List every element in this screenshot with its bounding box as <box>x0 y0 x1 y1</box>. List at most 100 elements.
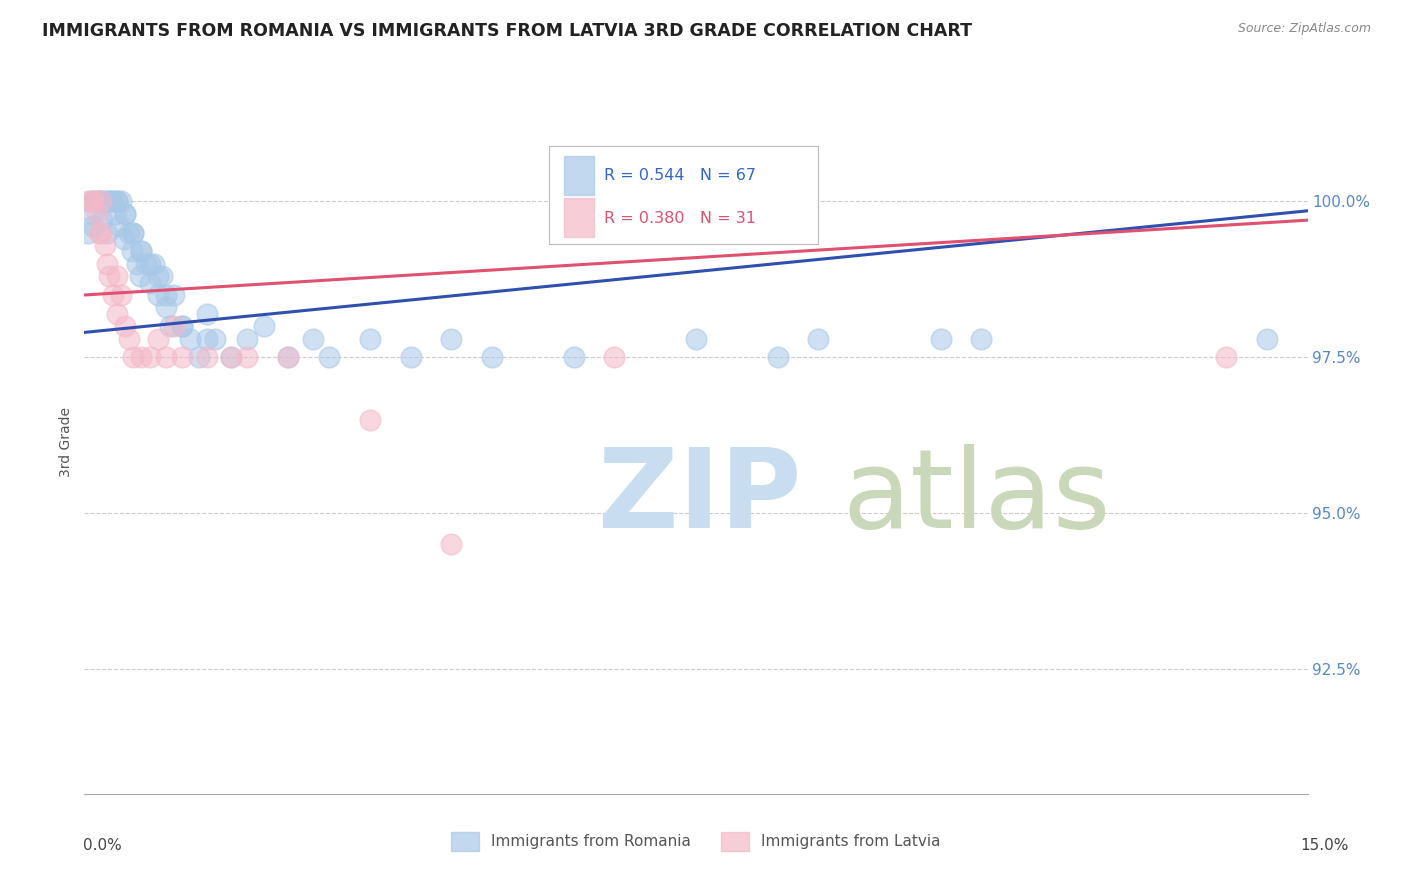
Point <box>82 219 104 234</box>
Point <box>105 194 128 209</box>
Point <box>77 194 100 209</box>
Point <box>603 351 626 365</box>
Point <box>122 226 145 240</box>
Point <box>277 351 299 365</box>
Point <box>121 244 143 259</box>
Text: atlas: atlas <box>842 444 1111 551</box>
Text: R = 0.544   N = 67: R = 0.544 N = 67 <box>605 169 756 184</box>
Point <box>138 257 160 271</box>
Point <box>107 219 129 234</box>
Point <box>83 194 105 209</box>
Point <box>138 351 160 365</box>
Point <box>114 207 136 221</box>
Point <box>118 332 141 346</box>
Point <box>138 276 160 290</box>
Point <box>187 351 209 365</box>
Point <box>82 194 104 209</box>
Point <box>179 332 201 346</box>
Point <box>481 351 503 365</box>
Point <box>1256 332 1278 346</box>
Point <box>105 269 128 284</box>
Point <box>97 194 120 209</box>
Point <box>807 332 830 346</box>
Point <box>101 288 124 302</box>
Point <box>146 332 169 346</box>
Point <box>122 226 145 240</box>
FancyBboxPatch shape <box>564 156 595 194</box>
Point <box>131 244 153 259</box>
Point <box>155 351 177 365</box>
Point <box>91 213 114 227</box>
Point <box>86 194 108 209</box>
Point <box>90 226 112 240</box>
Point <box>195 332 218 346</box>
Point <box>929 332 952 346</box>
Point <box>90 194 112 209</box>
Point <box>128 269 150 284</box>
Point <box>219 351 242 365</box>
Point <box>399 351 422 365</box>
Point <box>93 194 115 209</box>
Point <box>101 194 124 209</box>
Point <box>105 307 128 321</box>
Point <box>440 537 463 551</box>
Legend: Immigrants from Romania, Immigrants from Latvia: Immigrants from Romania, Immigrants from… <box>446 826 946 856</box>
Point <box>87 226 110 240</box>
Point <box>127 257 149 271</box>
Point <box>110 194 132 209</box>
Point <box>114 207 136 221</box>
Point <box>204 332 226 346</box>
Text: IMMIGRANTS FROM ROMANIA VS IMMIGRANTS FROM LATVIA 3RD GRADE CORRELATION CHART: IMMIGRANTS FROM ROMANIA VS IMMIGRANTS FR… <box>42 22 972 40</box>
Text: 15.0%: 15.0% <box>1301 838 1348 854</box>
Point <box>122 351 145 365</box>
Text: 0.0%: 0.0% <box>83 838 122 854</box>
Point <box>155 288 177 302</box>
Point <box>142 257 165 271</box>
Point <box>104 207 127 221</box>
Point <box>100 194 122 209</box>
Point <box>110 288 132 302</box>
Point <box>96 257 118 271</box>
Point <box>131 244 153 259</box>
Point <box>82 207 104 221</box>
Point <box>359 413 381 427</box>
Point <box>77 226 100 240</box>
Point <box>766 351 789 365</box>
Point <box>359 332 381 346</box>
Point <box>87 194 110 209</box>
Point <box>685 332 707 346</box>
Point <box>93 238 115 252</box>
FancyBboxPatch shape <box>564 198 595 237</box>
Point <box>163 319 186 334</box>
Point <box>80 194 103 209</box>
Point <box>1215 351 1237 365</box>
Point <box>253 319 276 334</box>
Point <box>118 226 141 240</box>
Point <box>90 194 112 209</box>
Point <box>195 351 218 365</box>
Point <box>131 351 153 365</box>
Point <box>86 207 108 221</box>
Point <box>318 351 340 365</box>
Point <box>440 332 463 346</box>
FancyBboxPatch shape <box>550 145 818 244</box>
Point <box>159 319 181 334</box>
Point <box>112 232 135 246</box>
Point <box>135 257 157 271</box>
Point <box>277 351 299 365</box>
Point <box>195 307 218 321</box>
Point <box>172 319 194 334</box>
Point <box>219 351 242 365</box>
Point <box>163 288 186 302</box>
Point <box>97 269 120 284</box>
Point <box>114 319 136 334</box>
Point <box>301 332 323 346</box>
Point <box>97 194 120 209</box>
Point <box>970 332 993 346</box>
Point <box>82 194 104 209</box>
Point <box>562 351 585 365</box>
Point <box>146 288 169 302</box>
Point <box>236 351 259 365</box>
Point <box>150 269 173 284</box>
Point <box>146 269 169 284</box>
